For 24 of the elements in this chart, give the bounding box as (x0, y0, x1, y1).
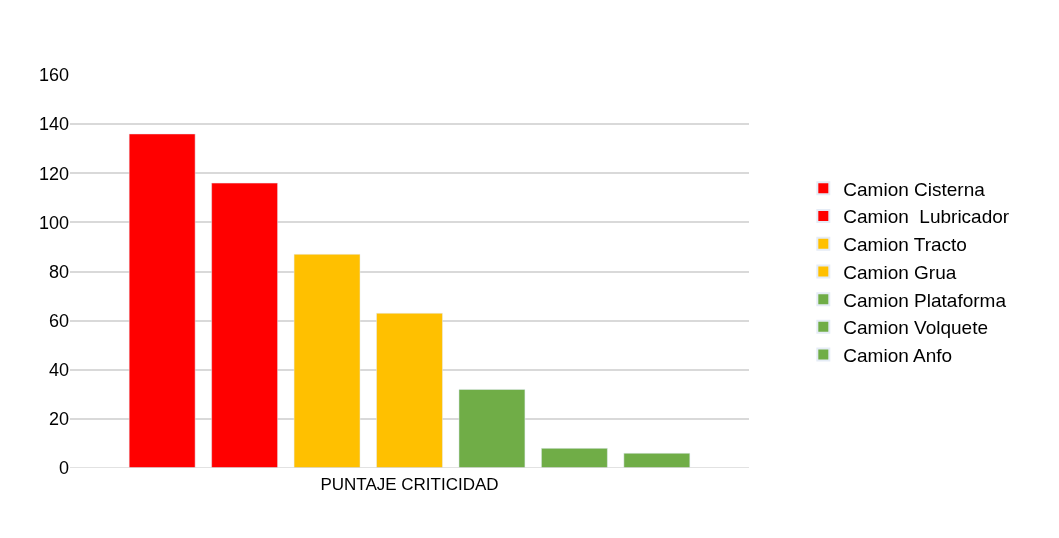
y-tick-label: 20 (48, 409, 69, 430)
bar (623, 453, 691, 468)
legend-label: Camion Anfo (843, 344, 953, 366)
legend-label: Camion Cisterna (843, 178, 986, 200)
legend-label: Camion Volquete (843, 317, 989, 339)
bar (376, 313, 443, 468)
y-tick-label: 60 (48, 310, 69, 331)
y-tick-label: 100 (38, 212, 69, 233)
y-tick-label: 0 (58, 458, 69, 479)
bar (128, 133, 196, 468)
y-tick-label: 120 (38, 163, 69, 184)
legend-label: Camion Tracto (843, 234, 967, 256)
legend-label: Camion Plataforma (843, 289, 1007, 311)
x-axis-title: PUNTAJE CRITICIDAD (320, 475, 499, 495)
bar (211, 182, 278, 468)
y-tick-label: 80 (48, 261, 69, 282)
bar (541, 448, 608, 468)
y-tick-label: 140 (38, 114, 69, 135)
bar (458, 389, 526, 468)
legend-label: Camion Grua (843, 261, 957, 283)
y-tick-label: 160 (38, 65, 69, 86)
y-tick-label: 40 (48, 360, 69, 381)
bar (293, 254, 361, 468)
legend-label: Camion Lubricador (843, 206, 1010, 228)
